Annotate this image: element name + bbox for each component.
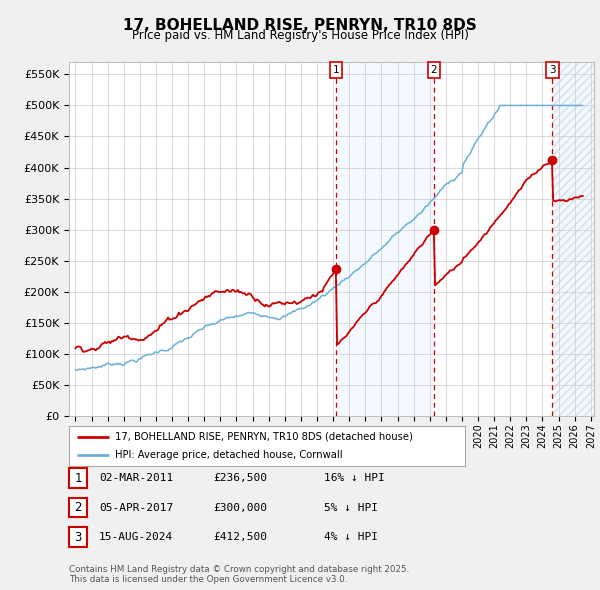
Text: 3: 3	[74, 530, 82, 544]
Text: £300,000: £300,000	[213, 503, 267, 513]
Text: 5% ↓ HPI: 5% ↓ HPI	[324, 503, 378, 513]
Text: 16% ↓ HPI: 16% ↓ HPI	[324, 474, 385, 483]
Text: HPI: Average price, detached house, Cornwall: HPI: Average price, detached house, Corn…	[115, 450, 342, 460]
Text: 2: 2	[431, 65, 437, 75]
Text: £236,500: £236,500	[213, 474, 267, 483]
Text: 05-APR-2017: 05-APR-2017	[99, 503, 173, 513]
Bar	[336, 62, 434, 416]
Text: 1: 1	[74, 471, 82, 485]
Text: 15-AUG-2024: 15-AUG-2024	[99, 533, 173, 542]
Text: 2: 2	[74, 501, 82, 514]
Text: Price paid vs. HM Land Registry's House Price Index (HPI): Price paid vs. HM Land Registry's House …	[131, 29, 469, 42]
Bar	[553, 62, 594, 416]
Text: £412,500: £412,500	[213, 533, 267, 542]
Text: 02-MAR-2011: 02-MAR-2011	[99, 474, 173, 483]
Bar	[553, 62, 594, 416]
Text: 17, BOHELLAND RISE, PENRYN, TR10 8DS: 17, BOHELLAND RISE, PENRYN, TR10 8DS	[123, 18, 477, 32]
Text: 1: 1	[332, 65, 339, 75]
Text: 17, BOHELLAND RISE, PENRYN, TR10 8DS (detached house): 17, BOHELLAND RISE, PENRYN, TR10 8DS (de…	[115, 432, 412, 442]
Text: 4% ↓ HPI: 4% ↓ HPI	[324, 533, 378, 542]
Text: 3: 3	[549, 65, 556, 75]
Text: Contains HM Land Registry data © Crown copyright and database right 2025.
This d: Contains HM Land Registry data © Crown c…	[69, 565, 409, 584]
